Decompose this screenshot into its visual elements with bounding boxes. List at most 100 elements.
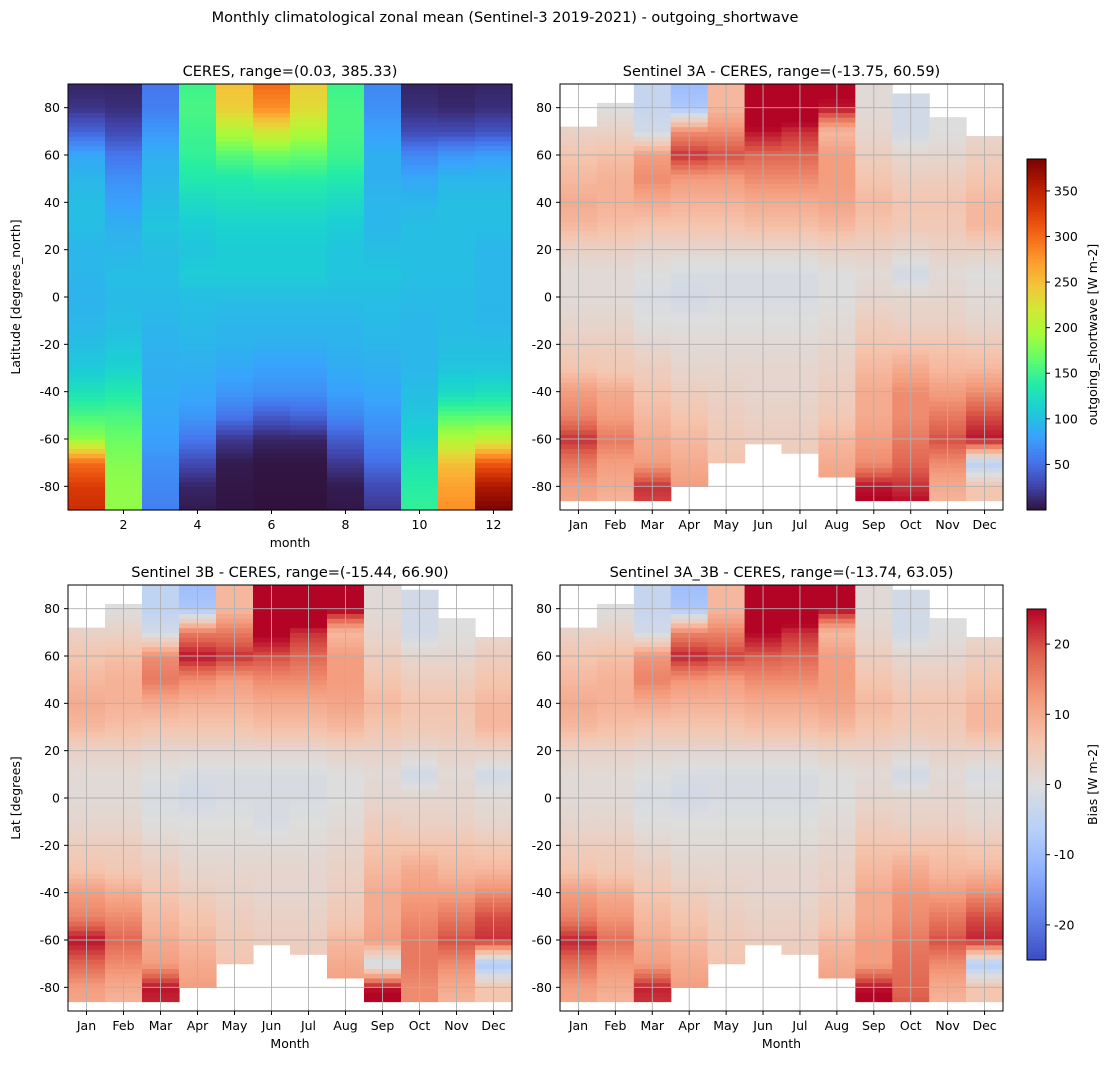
heatmap-cell [216,472,254,478]
heatmap-cell [105,197,143,203]
colorbar-segment [1027,188,1046,192]
heatmap-cell [253,491,291,497]
panel-s3a: Jan Feb Mar Apr May Jun Jul Aug Sep Oct Nov Dec -80 -… [532,64,1004,532]
colorbar-segment [1027,699,1046,704]
heatmap-cell [401,467,439,473]
heatmap-cell [253,443,291,450]
heatmap-cell [290,183,328,189]
heatmap-cell [253,448,291,454]
heatmap-cell [179,486,217,492]
heatmap-cell [142,339,180,345]
heatmap-cell [438,391,476,397]
colorbar-segment [1027,749,1046,753]
heatmap-cell [179,462,217,468]
heatmap-cell [105,325,143,331]
heatmap-cell [401,226,439,232]
heatmap-cell [475,188,513,194]
heatmap-cell [253,320,291,326]
heatmap-cell [364,495,402,502]
heatmap-cell [105,349,143,355]
heatmap-cell [142,505,180,511]
heatmap-cell [105,429,143,435]
heatmap-cell [327,434,365,440]
heatmap-cell [290,415,328,421]
heatmap-cell [68,84,106,90]
heatmap-cell [364,98,402,104]
heatmap-cell [438,207,476,213]
heatmap-cell [364,405,402,412]
heatmap-cell [142,211,180,218]
heatmap-cell [401,486,439,492]
heatmap-cell [179,169,217,175]
heatmap-cell [438,453,476,459]
heatmap-cell [105,150,143,156]
heatmap-cell [216,263,254,270]
heatmap-cell [327,235,365,241]
heatmap-cell [364,472,402,478]
heatmap-cell [438,368,476,374]
heatmap-cell [179,306,217,312]
heatmap-cell [290,244,328,251]
heatmap-cell [401,159,439,166]
heatmap-cell [438,292,476,298]
heatmap-cell [68,145,106,151]
heatmap-cell [253,424,291,431]
heatmap-cell [253,136,291,142]
colorbar-segment [1027,740,1046,745]
heatmap-cell [290,363,328,369]
colorbar-segment [1027,314,1046,318]
heatmap-cell [438,287,476,293]
panel-title-ceres: CERES, range=(0.03, 385.33) [183,64,398,80]
heatmap-cell [142,107,180,113]
heatmap-cell [401,358,439,364]
heatmap-cell [475,102,513,109]
heatmap-cell [216,297,254,303]
heatmap-cell [68,486,106,492]
heatmap-cell [438,93,476,99]
colorbar-segment [1027,252,1046,257]
heatmap-cell [364,131,402,137]
heatmap-cell [364,126,402,132]
heatmap-cell [475,282,513,289]
y-tick-label: -80 [532,980,552,995]
heatmap-cell [68,183,106,189]
panel-s3b: Jan Feb Mar Apr May Jun Jul Aug Sep Oct Nov Dec -80 -… [8,565,513,1051]
colorbar-segment [1027,378,1046,382]
heatmap-cell [179,117,217,123]
colorbar-segment [1027,349,1046,353]
heatmap-cell [438,344,476,350]
heatmap-cell [68,358,106,364]
heatmap-cell [364,476,402,483]
heatmap-cell [475,235,513,241]
heatmap-cell [327,500,365,506]
colorbar-segment [1027,436,1046,441]
y-tick-label: -60 [532,933,552,948]
heatmap-cell [438,315,476,322]
heatmap-cell [290,344,328,350]
heatmap-cell [179,457,217,464]
heatmap-cell [364,505,402,511]
x-tick-label: Jul [300,1018,316,1033]
heatmap-cell [142,344,180,350]
colorbar-segment [1027,311,1046,315]
heatmap-cell [179,467,217,473]
heatmap-cell [327,443,365,450]
heatmap-cell [68,301,106,308]
heatmap-cell [290,320,328,326]
colorbar-segment [1027,258,1046,262]
heatmap-cell [68,457,106,464]
heatmap-cell [253,434,291,440]
heatmap-cell [290,140,328,147]
heatmap-cell [290,207,328,213]
colorbar-segment [1027,869,1046,873]
colorbar-segment [1027,360,1046,365]
heatmap-cell [105,287,143,293]
heatmap-cell [216,448,254,454]
heatmap-cell [364,434,402,440]
heatmap-cell [327,415,365,421]
heatmap-cell [68,131,106,137]
heatmap-cell [216,505,254,511]
heatmap-cell [401,102,439,109]
colorbar-segment [1027,731,1046,736]
heatmap-cell [68,102,106,109]
